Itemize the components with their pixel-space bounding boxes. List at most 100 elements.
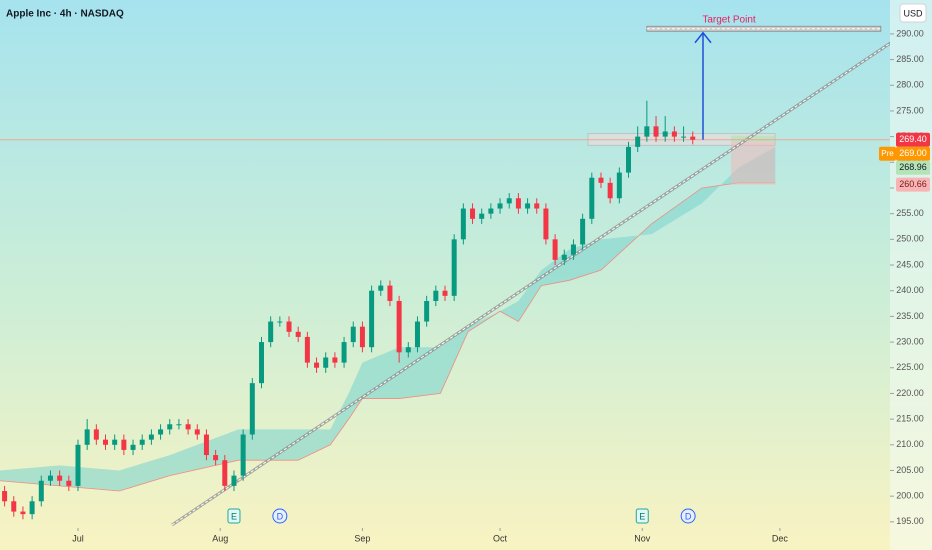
candle-body [332,357,338,363]
candle-body [249,383,255,435]
candle-body [231,475,237,486]
candle-body [424,300,430,322]
y-tick-label: 255.00 [896,208,924,218]
candle-body [653,126,659,137]
candle-body [561,254,567,260]
y-tick-label: 200.00 [896,491,924,501]
candle-body [185,424,191,430]
cloud-span-b [0,182,776,492]
candle-body [543,208,549,240]
candle-body [470,208,476,219]
candle-body [268,321,274,343]
y-tick-label: 285.00 [896,54,924,64]
candle-body [405,347,411,353]
candle-body [552,239,558,260]
currency-box[interactable] [899,3,927,23]
y-tick-label: 225.00 [896,362,924,372]
candle-body [148,434,154,440]
event-label: D [685,511,692,521]
event-label: D [277,511,284,521]
price-axis-panel [890,0,932,550]
event-marker [227,508,241,524]
y-tick-label: 215.00 [896,413,924,423]
y-tick-label: 290.00 [896,28,924,38]
currency: USD [903,8,923,18]
y-tick-label: 250.00 [896,234,924,244]
x-tick-label: Nov [634,533,651,543]
candle-body [488,208,494,214]
candle-body [414,321,420,348]
y-tick-label: 235.00 [896,311,924,321]
candle-body [607,182,613,199]
overlay: 195.00 200.00 205.00 210.00 215.00 220.00 225.… [72,14,930,543]
candle-body [158,429,164,435]
candle-body [139,439,145,445]
candle-body [203,434,209,456]
candle-body [2,491,8,502]
y-tick-label: 195.00 [896,516,924,526]
candle-body [396,300,402,353]
candle-body [47,475,53,481]
candle-body [460,208,466,240]
x-tick-label: Oct [493,533,508,543]
candle-body [130,444,136,450]
candle-body [167,424,173,430]
candle-body [84,429,90,445]
candle-body [304,336,310,363]
candle-body [690,136,696,140]
candle-body [286,321,292,332]
candle-body [295,331,301,337]
event-marker [680,508,696,524]
candle-body [433,290,439,301]
candle-body [442,290,448,296]
candle-body [176,424,182,426]
price-label: 268.96 [899,162,927,172]
x-tick-label: Jul [72,533,84,543]
candle-body [378,285,384,291]
price-tag-box [879,146,896,161]
candle-body [589,177,595,219]
candle-body [20,511,26,515]
candle-body [644,126,650,137]
candle-body [258,342,264,384]
price-label-box [896,160,930,175]
candle-body [598,177,604,183]
candle-body [11,501,17,512]
candle-body [580,218,586,245]
candle-body [350,326,356,343]
candle-body [635,136,641,147]
candle-body [29,501,35,515]
price-label-box [896,132,930,147]
candle-body [57,475,63,481]
profit-box [731,135,775,142]
plot-area [0,25,890,527]
y-tick-label: 280.00 [896,80,924,90]
y-tick-label: 205.00 [896,465,924,475]
candle-body [681,136,687,138]
candle-body [194,429,200,435]
candle-body [103,439,109,445]
candle-body [213,455,219,461]
price-label: 269.40 [899,134,927,144]
y-tick-label: 240.00 [896,285,924,295]
candle-body [515,198,521,209]
candle-body [323,357,329,368]
price-label-box [896,177,930,192]
candle-body [387,285,393,301]
y-tick-label: 210.00 [896,439,924,449]
candle-body [93,429,99,440]
x-tick-label: Dec [772,533,789,543]
candle-body [525,203,531,209]
candle-body [497,203,503,209]
price-tag: Pre [881,149,894,158]
chart-title: Apple Inc · 4h · NASDAQ [6,9,124,20]
y-tick-label: 245.00 [896,259,924,269]
candle-body [314,362,320,368]
price-label-box [896,146,930,161]
candle-body [112,439,118,445]
candle-body [66,480,72,486]
event-label: E [639,511,645,521]
event-marker [272,508,288,524]
candle-body [451,239,457,296]
